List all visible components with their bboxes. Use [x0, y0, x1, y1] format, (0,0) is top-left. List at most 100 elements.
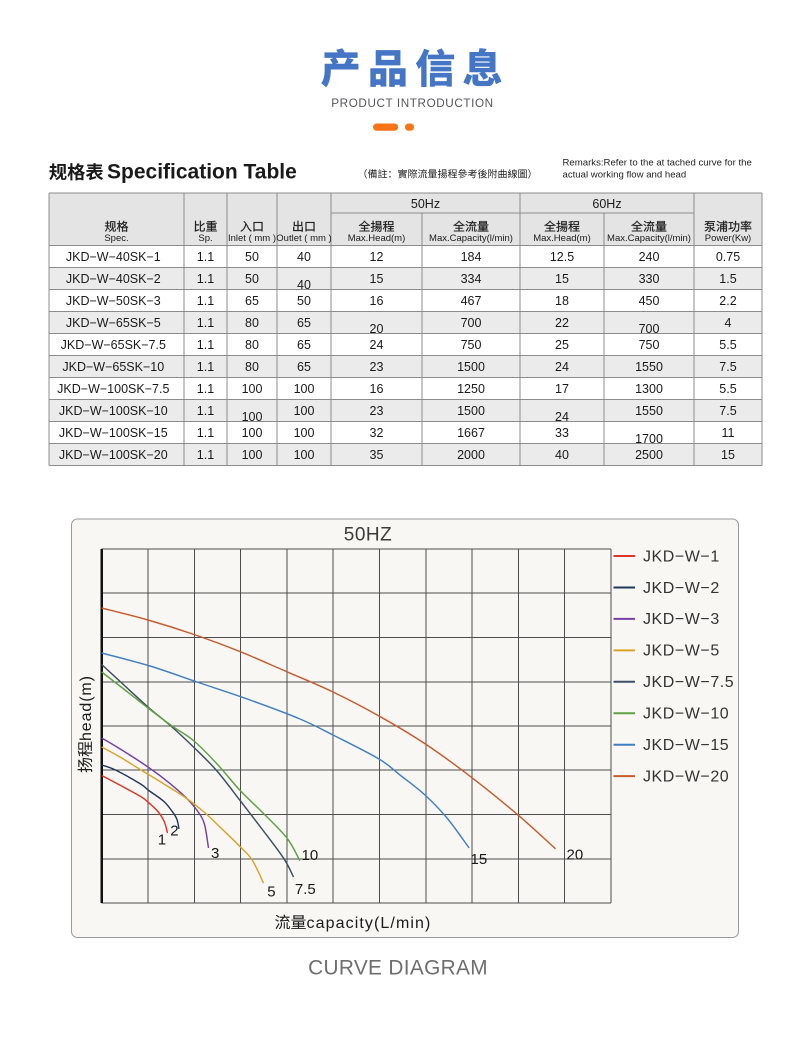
svg-text:16: 16: [370, 294, 384, 308]
svg-text:JKD−W−1: JKD−W−1: [643, 548, 720, 565]
svg-text:capacity(L/min): capacity(L/min): [307, 915, 432, 932]
svg-text:40: 40: [555, 448, 569, 462]
svg-text:20: 20: [370, 322, 384, 336]
svg-text:Inlet ( mm ): Inlet ( mm ): [228, 233, 276, 244]
svg-text:1550: 1550: [635, 404, 663, 418]
svg-text:1.1: 1.1: [197, 338, 214, 352]
svg-text:JKD−W−15: JKD−W−15: [643, 737, 729, 754]
svg-text:12: 12: [370, 250, 384, 264]
svg-text:CURVE DIAGRAM: CURVE DIAGRAM: [308, 957, 488, 980]
svg-text:1.1: 1.1: [197, 448, 214, 462]
svg-text:5: 5: [267, 884, 275, 901]
svg-text:JKD−W−40SK−1: JKD−W−40SK−1: [66, 250, 161, 264]
svg-text:60Hz: 60Hz: [592, 197, 621, 211]
svg-text:7.5: 7.5: [719, 360, 736, 374]
svg-text:1667: 1667: [457, 426, 485, 440]
svg-text:80: 80: [245, 360, 259, 374]
svg-text:Spec.: Spec.: [104, 233, 128, 244]
svg-text:334: 334: [461, 272, 482, 286]
svg-text:1.1: 1.1: [197, 404, 214, 418]
svg-text:18: 18: [555, 294, 569, 308]
svg-text:JKD−W−65SK−5: JKD−W−65SK−5: [66, 316, 161, 330]
svg-text:0.75: 0.75: [716, 250, 740, 264]
svg-text:Max.Head(m): Max.Head(m): [348, 233, 406, 244]
svg-text:Max.Capacity(l/min): Max.Capacity(l/min): [607, 233, 691, 244]
svg-text:23: 23: [370, 404, 384, 418]
svg-text:Specification Table: Specification Table: [107, 161, 297, 184]
svg-text:35: 35: [370, 448, 384, 462]
svg-text:JKD−W−7.5: JKD−W−7.5: [643, 674, 734, 691]
svg-text:Sp.: Sp.: [198, 233, 212, 244]
svg-text:17: 17: [555, 382, 569, 396]
svg-text:15: 15: [471, 851, 488, 868]
svg-text:JKD−W−3: JKD−W−3: [643, 611, 720, 628]
svg-text:330: 330: [639, 272, 660, 286]
svg-text:700: 700: [461, 316, 482, 330]
svg-text:JKD−W−2: JKD−W−2: [643, 580, 720, 597]
svg-text:JKD−W−40SK−2: JKD−W−40SK−2: [66, 272, 161, 286]
svg-text:1500: 1500: [457, 360, 485, 374]
svg-text:1.1: 1.1: [197, 272, 214, 286]
svg-text:20: 20: [567, 847, 584, 864]
svg-text:750: 750: [639, 338, 660, 352]
svg-text:12.5: 12.5: [550, 250, 574, 264]
svg-text:24: 24: [555, 410, 569, 424]
svg-text:80: 80: [245, 316, 259, 330]
svg-text:1250: 1250: [457, 382, 485, 396]
svg-text:467: 467: [461, 294, 482, 308]
svg-text:1.1: 1.1: [197, 382, 214, 396]
svg-text:33: 33: [555, 426, 569, 440]
svg-text:4: 4: [725, 316, 732, 330]
svg-text:15: 15: [555, 272, 569, 286]
svg-text:11: 11: [722, 426, 735, 440]
svg-text:Max.Head(m): Max.Head(m): [533, 233, 591, 244]
svg-text:750: 750: [461, 338, 482, 352]
svg-text:JKD−W−65SK−10: JKD−W−65SK−10: [62, 360, 164, 374]
svg-text:40: 40: [297, 250, 311, 264]
svg-text:head(m): head(m): [78, 675, 95, 741]
svg-text:100: 100: [242, 426, 263, 440]
svg-text:JKD−W−10: JKD−W−10: [643, 706, 729, 723]
svg-text:1.1: 1.1: [197, 294, 214, 308]
svg-text:2: 2: [170, 822, 178, 839]
svg-text:1500: 1500: [457, 404, 485, 418]
svg-text:actual working flow and head: actual working flow and head: [563, 170, 687, 181]
svg-text:7.5: 7.5: [295, 881, 316, 898]
svg-text:1.1: 1.1: [197, 316, 214, 330]
svg-text:5.5: 5.5: [719, 338, 736, 352]
svg-text:7.5: 7.5: [719, 404, 736, 418]
svg-text:Outlet ( mm ): Outlet ( mm ): [276, 233, 331, 244]
svg-text:1: 1: [158, 832, 166, 849]
svg-text:100: 100: [294, 382, 315, 396]
svg-text:1550: 1550: [635, 360, 663, 374]
svg-text:50: 50: [245, 250, 259, 264]
svg-text:50: 50: [297, 294, 311, 308]
svg-text:65: 65: [245, 294, 259, 308]
svg-text:1.1: 1.1: [197, 360, 214, 374]
svg-text:JKD−W−100SK−10: JKD−W−100SK−10: [59, 404, 168, 418]
svg-text:50HZ: 50HZ: [344, 525, 392, 546]
svg-text:JKD−W−100SK−7.5: JKD−W−100SK−7.5: [57, 382, 169, 396]
svg-text:16: 16: [370, 382, 384, 396]
svg-text:32: 32: [370, 426, 384, 440]
svg-text:100: 100: [242, 410, 263, 424]
svg-text:15: 15: [721, 448, 735, 462]
svg-text:24: 24: [370, 338, 384, 352]
svg-text:100: 100: [294, 404, 315, 418]
svg-text:240: 240: [639, 250, 660, 264]
svg-text:3: 3: [211, 845, 219, 862]
svg-text:2000: 2000: [457, 448, 485, 462]
svg-text:JKD−W−100SK−20: JKD−W−100SK−20: [59, 448, 168, 462]
svg-text:50: 50: [245, 272, 259, 286]
svg-text:100: 100: [242, 382, 263, 396]
svg-text:23: 23: [370, 360, 384, 374]
svg-text:5.5: 5.5: [719, 382, 736, 396]
svg-text:2500: 2500: [635, 448, 663, 462]
svg-text:40: 40: [297, 278, 311, 292]
svg-text:1700: 1700: [635, 432, 663, 446]
svg-text:700: 700: [639, 322, 660, 336]
svg-text:50Hz: 50Hz: [411, 197, 440, 211]
svg-text:PRODUCT INTRODUCTION: PRODUCT INTRODUCTION: [331, 97, 493, 110]
svg-text:100: 100: [294, 426, 315, 440]
svg-text:100: 100: [294, 448, 315, 462]
